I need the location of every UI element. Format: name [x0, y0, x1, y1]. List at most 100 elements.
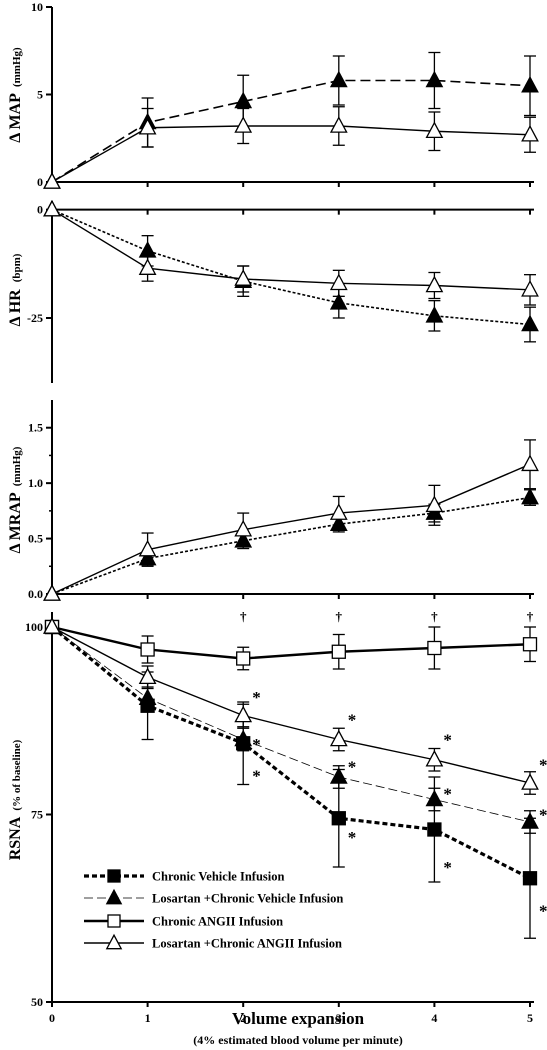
legend-label: Chronic ANGII Infusion [152, 915, 283, 929]
y-axis-label-unit: (mmHg) [11, 446, 23, 486]
series-line [51, 496, 531, 595]
series-line [51, 626, 531, 823]
legend-marker [107, 914, 121, 928]
data-point [138, 117, 157, 135]
legend-marker [105, 888, 123, 905]
series-filled-triangle [43, 617, 539, 834]
series-line [51, 463, 531, 595]
data-point [43, 584, 61, 601]
y-tick-label: 10 [31, 0, 43, 14]
data-point [521, 454, 539, 472]
data-point [234, 519, 253, 537]
legend-item-open-square: Chronic ANGII Infusion [84, 914, 283, 929]
series-open-triangle [43, 199, 539, 306]
data-point [329, 729, 348, 747]
significance-star: * [252, 688, 261, 707]
legend: Chronic Vehicle Infusion Losartan +Chroni… [84, 869, 343, 951]
data-point [425, 749, 444, 767]
y-tick-label: -25 [27, 311, 43, 325]
data-point [425, 789, 444, 807]
significance-star: * [443, 858, 452, 877]
data-point [427, 822, 442, 837]
data-point [138, 258, 157, 275]
legend-label: Losartan +Chronic ANGII Infusion [152, 937, 342, 951]
y-tick-label: 0 [37, 203, 43, 217]
data-point [43, 617, 61, 634]
dagger-marker: † [240, 609, 247, 624]
panel-2: 0 -25Δ HR (bpm) [7, 199, 539, 383]
data-point [522, 637, 538, 652]
series-line [51, 209, 531, 291]
x-axis-title: Volume expansion [232, 1009, 365, 1028]
data-point [43, 172, 61, 189]
legend-label: Losartan +Chronic Vehicle Infusion [152, 892, 343, 906]
data-point [425, 70, 444, 88]
significance-star: * [443, 785, 452, 804]
panel-4: 50 75 100 0 1 2 3 4 5 RSNA (% of baseline) † † † † * * *… [7, 609, 547, 1025]
y-axis-label-name: Δ HR [7, 285, 24, 326]
y-axis-label: Δ MAP (mmHg) [7, 47, 24, 143]
y-tick-label: 0 [37, 175, 43, 189]
y-axis-label-name: RSNA [7, 814, 24, 861]
series-line [51, 208, 531, 326]
y-axis-label: RSNA (% of baseline) [7, 739, 24, 860]
x-tick-label: 2 [240, 1011, 246, 1025]
series-line [51, 125, 531, 183]
legend-marker [105, 933, 123, 950]
data-point [521, 773, 539, 790]
x-tick-label: 3 [336, 1011, 342, 1025]
x-tick-label: 4 [431, 1011, 437, 1025]
y-tick-label: 100 [25, 620, 43, 634]
x-tick-label: 0 [49, 1011, 55, 1025]
series-open-triangle [43, 439, 539, 601]
significance-star: * [539, 902, 547, 921]
series-filled-triangle [43, 51, 539, 189]
significance-star: * [539, 806, 547, 825]
data-point [138, 667, 157, 685]
dagger-marker: † [336, 609, 343, 624]
data-point [329, 767, 348, 784]
significance-star: * [348, 828, 357, 847]
legend-item-filled-square: Chronic Vehicle Infusion [84, 869, 284, 884]
data-point [521, 279, 539, 297]
series-line [51, 79, 531, 183]
data-point [138, 688, 157, 706]
data-point [331, 811, 346, 826]
data-point [427, 640, 442, 656]
series-filled-triangle [43, 199, 539, 343]
x-axis-subtitle: (4% estimated blood volume per minute) [193, 1033, 402, 1047]
y-tick-label: 5 [37, 88, 43, 102]
data-point [329, 116, 348, 133]
data-point [521, 487, 539, 505]
y-axis-label: Δ MRAP (mmHg) [7, 446, 24, 553]
series-line [51, 625, 531, 660]
data-point [234, 729, 253, 747]
data-point [331, 644, 346, 659]
series-line [51, 626, 531, 784]
data-point [138, 539, 157, 557]
significance-star: * [348, 710, 357, 729]
legend-item-filled-triangle: Losartan +Chronic Vehicle Infusion [84, 888, 343, 906]
legend-marker [107, 869, 121, 883]
dagger-marker: † [431, 609, 438, 624]
data-point [425, 121, 444, 139]
data-point [521, 314, 539, 332]
data-point [425, 275, 444, 293]
data-point [329, 273, 348, 291]
significance-star: * [252, 767, 261, 786]
y-axis-label: Δ HR (bpm) [7, 253, 24, 326]
y-axis-label-unit: (mmHg) [11, 47, 23, 87]
significance-star: * [348, 758, 357, 777]
data-point [234, 91, 253, 109]
y-axis-label-name: Δ MAP [7, 90, 24, 143]
y-axis-label-unit: (bpm) [11, 253, 23, 282]
data-point [236, 651, 251, 666]
significance-star: * [539, 755, 547, 774]
legend-label: Chronic Vehicle Infusion [152, 870, 284, 884]
data-point [234, 705, 253, 723]
data-point [425, 495, 444, 513]
series-open-triangle [43, 106, 539, 189]
dagger-marker: † [527, 609, 534, 624]
data-point [234, 116, 253, 133]
